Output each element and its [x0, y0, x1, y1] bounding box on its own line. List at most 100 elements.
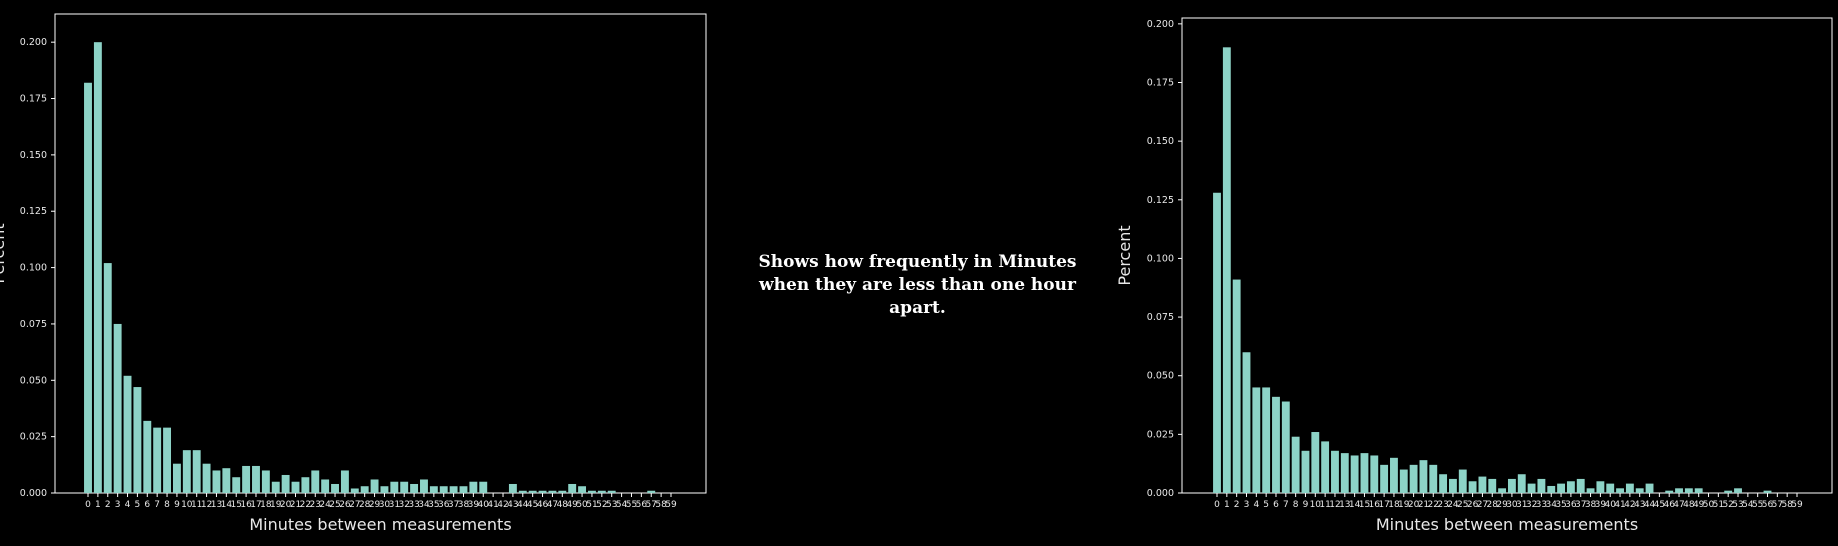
bar-42 — [1625, 483, 1634, 493]
x-tick-label: 21 — [290, 500, 301, 510]
x-tick-label: 43 — [1634, 500, 1645, 510]
bar-35 — [429, 486, 438, 493]
x-tick-label: 1 — [1224, 500, 1230, 510]
bar-10 — [182, 450, 191, 493]
x-tick-label: 27 — [1477, 500, 1488, 510]
y-tick-label: 0.100 — [1147, 253, 1174, 264]
bar-25 — [1458, 469, 1467, 493]
bar-40 — [479, 481, 488, 493]
bar-24 — [321, 479, 330, 493]
bar-4 — [123, 375, 132, 493]
bar-11 — [192, 450, 201, 493]
x-tick-label: 48 — [1683, 500, 1695, 510]
x-tick-label: 24 — [1447, 500, 1459, 510]
bar-32 — [400, 481, 409, 493]
x-tick-label: 35 — [428, 500, 439, 510]
bar-9 — [172, 463, 181, 493]
x-tick-label: 7 — [154, 500, 160, 510]
x-tick-label: 37 — [448, 500, 459, 510]
bar-20 — [1409, 464, 1418, 493]
bar-35 — [1557, 483, 1565, 493]
x-tick-label: 27 — [349, 500, 360, 510]
y-tick-label: 0.025 — [1147, 429, 1174, 440]
bar-46 — [538, 490, 547, 493]
x-tick-label: 5 — [135, 500, 141, 510]
bar-9 — [1301, 450, 1310, 493]
x-tick-label: 57 — [1772, 500, 1783, 510]
bar-12 — [202, 463, 211, 493]
x-tick-label: 46 — [1663, 500, 1675, 510]
bar-33 — [410, 483, 419, 493]
x-tick-label: 45 — [527, 500, 538, 510]
x-tick-label: 49 — [566, 500, 578, 510]
bar-39 — [469, 481, 478, 493]
bar-1 — [93, 42, 102, 493]
bar-49 — [1694, 488, 1703, 493]
bar-18 — [1390, 457, 1398, 493]
bar-33 — [1537, 478, 1546, 493]
x-tick-label: 38 — [1585, 500, 1597, 510]
bar-57 — [647, 490, 656, 493]
x-tick-label: 55 — [626, 500, 637, 510]
x-tick-label: 3 — [115, 500, 121, 510]
x-tick-label: 15 — [1359, 500, 1370, 510]
bar-22 — [301, 477, 310, 493]
x-tick-label: 41 — [487, 500, 498, 510]
x-tick-label: 59 — [665, 500, 677, 510]
y-tick-label: 0.000 — [20, 488, 47, 499]
x-tick-label: 23 — [310, 500, 321, 510]
bar-43 — [508, 483, 517, 493]
bar-49 — [568, 483, 577, 493]
bar-5 — [133, 387, 142, 493]
x-tick-label: 33 — [1536, 500, 1547, 510]
x-tick-label: 50 — [576, 500, 588, 510]
bar-37 — [1576, 478, 1585, 493]
chart-caption: Shows how frequently in Minutes when the… — [758, 252, 1077, 318]
x-tick-label: 17 — [1378, 500, 1389, 510]
bar-5 — [1262, 387, 1271, 493]
bar-10 — [1311, 432, 1320, 493]
x-tick-label: 19 — [270, 500, 282, 510]
bar-28 — [360, 486, 369, 493]
x-tick-label: 58 — [655, 500, 667, 510]
bar-45 — [528, 490, 537, 493]
x-tick-label: 45 — [1654, 500, 1665, 510]
bar-52 — [597, 490, 606, 493]
x-tick-label: 31 — [1516, 500, 1527, 510]
bar-1 — [1222, 47, 1231, 494]
x-tick-label: 3 — [1244, 500, 1250, 510]
x-tick-label: 2 — [105, 500, 111, 510]
bar-48 — [558, 490, 567, 493]
chart-right-svg: 0.000 0.025 0.050 0.075 0.100 0.125 0.150 0.175… — [1115, 17, 1833, 534]
x-tick-label: 8 — [164, 500, 170, 510]
bar-13 — [1340, 453, 1349, 493]
bar-43 — [1635, 488, 1644, 493]
bar-16 — [1370, 455, 1379, 493]
bar-21 — [1419, 460, 1428, 493]
bar-53 — [1734, 488, 1742, 493]
x-tick-label: 39 — [1595, 500, 1607, 510]
x-tick-label: 36 — [438, 500, 450, 510]
x-tick-label: 47 — [1673, 500, 1684, 510]
y-tick-label: 0.050 — [20, 375, 47, 386]
x-tick-label: 47 — [547, 500, 558, 510]
bar-6 — [1272, 396, 1280, 493]
bar-34 — [420, 479, 428, 493]
x-tick-label: 40 — [478, 500, 490, 510]
bar-51 — [587, 490, 596, 493]
bar-17 — [252, 465, 260, 493]
x-tick-label: 55 — [1752, 500, 1763, 510]
bar-34 — [1547, 485, 1556, 493]
x-tick-label: 29 — [1496, 500, 1508, 510]
x-tick-label: 57 — [646, 500, 657, 510]
x-tick-label: 32 — [1526, 500, 1537, 510]
x-tick-label: 13 — [211, 500, 222, 510]
bar-7 — [153, 427, 162, 493]
bar-36 — [1566, 481, 1575, 493]
bar-44 — [1645, 483, 1654, 493]
bar-15 — [232, 477, 241, 493]
x-tick-label: 16 — [1369, 500, 1381, 510]
bar-52 — [1724, 490, 1733, 493]
x-tick-label: 39 — [468, 500, 480, 510]
x-tick-label: 34 — [418, 500, 430, 510]
